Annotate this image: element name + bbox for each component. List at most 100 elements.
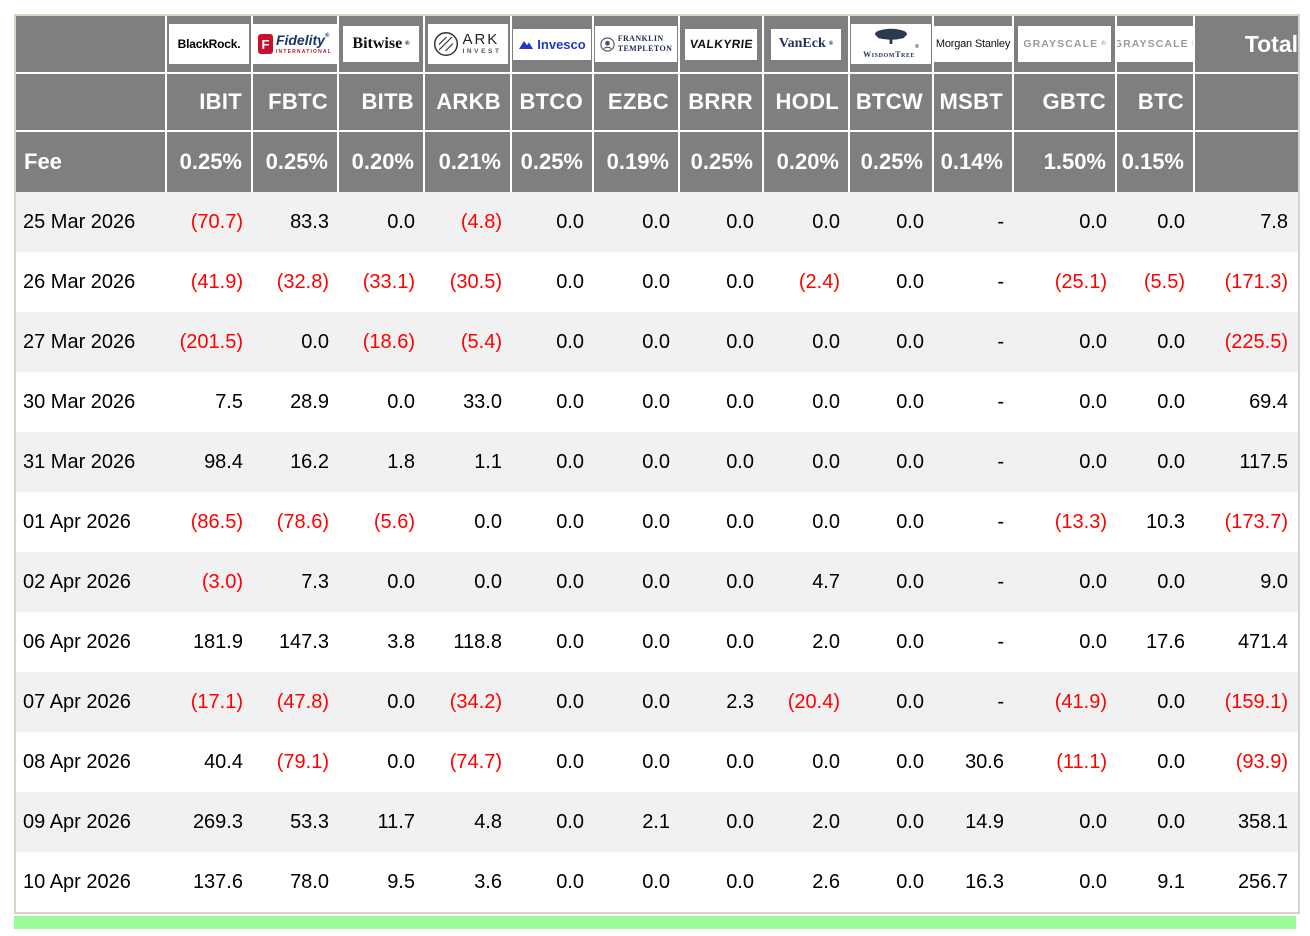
registered-mark: ® xyxy=(324,33,330,39)
flow-value-cell: 2.1 xyxy=(642,810,670,833)
date-cell: 01 Apr 2026 xyxy=(23,510,131,533)
table-row: 06 Apr 2026 181.9 147.3 3.8 118.8 0.0 0.0 0.0 2.… xyxy=(16,612,1298,672)
date-cell: 02 Apr 2026 xyxy=(23,570,131,593)
flow-value-cell: 0.0 xyxy=(896,570,924,593)
date-cell: 07 Apr 2026 xyxy=(23,690,131,713)
flow-value-cell: 0.0 xyxy=(1157,330,1185,353)
blackrock-logo: BlackRock. xyxy=(167,16,251,72)
flow-value-cell: 0.0 xyxy=(726,870,754,893)
flow-value-cell: 0.0 xyxy=(1157,750,1185,773)
table-row: 08 Apr 2026 40.4 (79.1) 0.0 (74.7) 0.0 0.0 0.0 0… xyxy=(16,732,1298,792)
flow-value-cell: (201.5) xyxy=(179,330,243,353)
flow-value-cell: 9.1 xyxy=(1157,870,1185,893)
table-header: BlackRock. F Fidelity® INTERNATIONAL Bitwise… xyxy=(16,16,1298,192)
flow-value-cell: 0.0 xyxy=(726,810,754,833)
flow-value-cell: (33.1) xyxy=(362,270,415,293)
ticker-header-btcw: BTCW xyxy=(850,74,934,132)
flow-value-cell: (5.6) xyxy=(373,510,415,533)
flow-value-cell: 0.0 xyxy=(896,810,924,833)
flow-value-cell: 3.8 xyxy=(387,630,415,653)
invesco-logo-cell: Invesco xyxy=(512,16,594,74)
flow-value-cell: 0.0 xyxy=(1157,450,1185,473)
fee-value-btcw: 0.25% xyxy=(850,132,934,192)
flow-value-cell: 2.0 xyxy=(812,630,840,653)
flow-value-cell: 0.0 xyxy=(642,870,670,893)
flow-value-cell: 118.8 xyxy=(453,630,502,653)
valkyrie-logo: VALKYRIE xyxy=(680,16,762,72)
flow-value-cell: 0.0 xyxy=(812,330,840,353)
flow-value-cell: 0.0 xyxy=(1079,390,1107,413)
provider-logo-row: BlackRock. F Fidelity® INTERNATIONAL Bitwise… xyxy=(16,16,1298,74)
date-column-header xyxy=(16,16,167,74)
flow-value-cell: 0.0 xyxy=(812,510,840,533)
wisdomtree-logo-cell: WisdomTree® xyxy=(850,16,934,74)
date-cell: 25 Mar 2026 xyxy=(23,210,136,233)
ticker-header-msbt: MSBT xyxy=(934,74,1014,132)
date-cell: 26 Mar 2026 xyxy=(23,270,136,293)
fee-value-btco: 0.25% xyxy=(512,132,594,192)
total-value-cell: 69.4 xyxy=(1249,390,1288,413)
table-row: 27 Mar 2026 (201.5) 0.0 (18.6) (5.4) 0.0 0.0 0.… xyxy=(16,312,1298,372)
invesco-mountain-icon xyxy=(519,41,534,49)
flow-value-cell: 17.6 xyxy=(1146,630,1185,653)
flow-value-cell: 0.0 xyxy=(474,510,502,533)
flow-value-cell: (13.3) xyxy=(1054,510,1107,533)
fee-value-btc: 0.15% xyxy=(1117,132,1195,192)
flow-value-cell: 98.4 xyxy=(204,450,243,473)
flow-value-cell: - xyxy=(997,630,1004,653)
flow-value-cell: (17.1) xyxy=(190,690,243,713)
table-row: 10 Apr 2026 137.6 78.0 9.5 3.6 0.0 0.0 0.0 2.6 0.… xyxy=(16,852,1298,912)
flow-value-cell: 0.0 xyxy=(642,510,670,533)
etf-flow-table: BlackRock. F Fidelity® INTERNATIONAL Bitwise… xyxy=(14,14,1300,914)
total-value-cell: 117.5 xyxy=(1239,450,1288,473)
morgan-stanley-wordmark: Morgan Stanley xyxy=(935,38,1011,50)
flow-value-cell: 0.0 xyxy=(1157,810,1185,833)
flow-value-cell: (86.5) xyxy=(190,510,243,533)
flow-value-cell: 0.0 xyxy=(812,210,840,233)
flow-value-cell: 0.0 xyxy=(896,750,924,773)
total-row-green-bar xyxy=(14,916,1296,929)
ticker-header-btco: BTCO xyxy=(512,74,594,132)
fee-value-fbtc: 0.25% xyxy=(253,132,339,192)
flow-value-cell: 78.0 xyxy=(290,870,329,893)
flow-value-cell: 0.0 xyxy=(1157,570,1185,593)
flow-value-cell: 0.0 xyxy=(896,270,924,293)
flow-value-cell: - xyxy=(997,330,1004,353)
flow-value-cell: 0.0 xyxy=(642,390,670,413)
ticker-header-bitb: BITB xyxy=(339,74,425,132)
total-value-cell: (93.9) xyxy=(1235,750,1288,773)
table-row: 25 Mar 2026 (70.7) 83.3 0.0 (4.8) 0.0 0.0 0.0 0.… xyxy=(16,192,1298,252)
flow-value-cell: 0.0 xyxy=(642,570,670,593)
wisdomtree-logo: WisdomTree® xyxy=(850,16,932,72)
flow-value-cell: 10.3 xyxy=(1146,510,1185,533)
flow-value-cell: 53.3 xyxy=(290,810,329,833)
total-value-cell: (159.1) xyxy=(1224,690,1288,713)
flow-value-cell: 0.0 xyxy=(726,450,754,473)
flow-value-cell: 147.3 xyxy=(278,630,329,653)
flow-value-cell: (11.1) xyxy=(1056,750,1107,773)
flow-value-cell: (5.5) xyxy=(1143,270,1185,293)
ticker-header-fbtc: FBTC xyxy=(253,74,339,132)
flow-value-cell: 0.0 xyxy=(812,390,840,413)
total-value-cell: 7.8 xyxy=(1260,210,1288,233)
table-row: 09 Apr 2026 269.3 53.3 11.7 4.8 0.0 2.1 0.0 2.0 0… xyxy=(16,792,1298,852)
flow-value-cell: 30.6 xyxy=(965,750,1004,773)
flow-value-cell: 0.0 xyxy=(556,810,584,833)
morganstanley-logo-cell: Morgan Stanley xyxy=(934,16,1014,74)
total-value-cell: 9.0 xyxy=(1260,570,1288,593)
registered-mark: ® xyxy=(915,43,919,50)
flow-value-cell: 11.7 xyxy=(377,810,415,833)
flow-value-cell: (4.8) xyxy=(460,210,502,233)
flow-value-cell: 1.1 xyxy=(474,450,502,473)
flow-value-cell: 0.0 xyxy=(726,510,754,533)
flow-value-cell: - xyxy=(997,450,1004,473)
flow-value-cell: 0.0 xyxy=(1079,810,1107,833)
total-value-cell: 471.4 xyxy=(1237,630,1288,653)
flow-value-cell: (74.7) xyxy=(449,750,502,773)
flow-value-cell: 0.0 xyxy=(642,330,670,353)
flow-value-cell: 0.0 xyxy=(1079,330,1107,353)
flow-value-cell: - xyxy=(997,570,1004,593)
fee-value-bitb: 0.20% xyxy=(339,132,425,192)
flow-value-cell: 0.0 xyxy=(1079,450,1107,473)
flow-value-cell: (41.9) xyxy=(190,270,243,293)
